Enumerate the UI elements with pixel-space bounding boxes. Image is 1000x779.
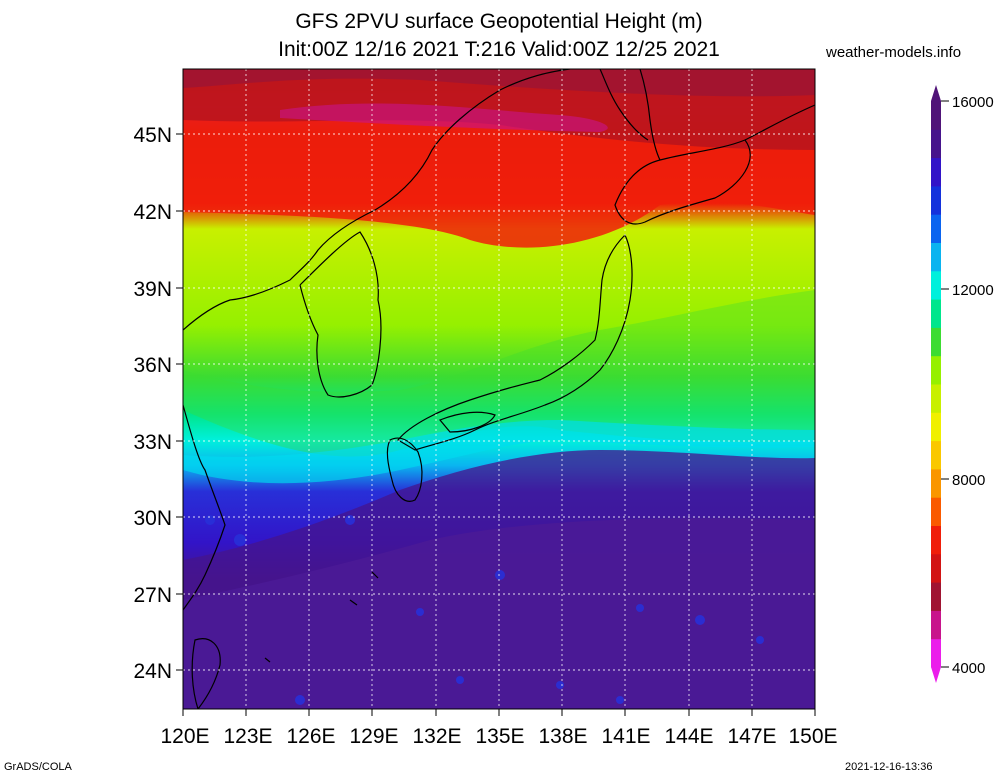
colorbar-swatch: [931, 214, 941, 243]
colorbar-swatch: [931, 270, 941, 300]
lon-label: 144E: [664, 725, 713, 748]
colorbar-label: 16000: [952, 94, 994, 111]
colorbar-labels: 16000 12000 8000 4000: [941, 94, 994, 677]
colorbar-swatch: [931, 157, 941, 187]
colorbar-swatch: [931, 101, 941, 130]
lon-label: 141E: [601, 725, 650, 748]
lat-label: 30N: [133, 507, 172, 530]
colorbar-label: 12000: [952, 282, 994, 299]
footer-left: GrADS/COLA: [4, 761, 72, 773]
lon-label: 120E: [160, 725, 209, 748]
lat-label: 24N: [133, 660, 172, 683]
footer-right: 2021-12-16-13:36: [845, 761, 933, 773]
lat-label: 33N: [133, 431, 172, 454]
lat-label: 42N: [133, 201, 172, 224]
colorbar-swatch: [931, 440, 941, 470]
colorbar-swatch: [931, 327, 941, 357]
lat-label: 36N: [133, 354, 172, 377]
lon-label: 126E: [286, 725, 335, 748]
longitude-labels: 120E 123E 126E 129E 132E 135E 138E 141E …: [160, 725, 837, 748]
latitude-labels: 45N 42N 39N 36N 33N 30N 27N 24N: [133, 124, 172, 683]
site-credit: weather-models.info: [826, 44, 962, 61]
colorbar-swatch: [931, 185, 941, 215]
lon-label: 123E: [223, 725, 272, 748]
colorbar-arrow-top: [931, 85, 941, 101]
colorbar-label: 4000: [952, 660, 985, 677]
colorbar-swatch: [931, 638, 941, 668]
lon-label: 129E: [349, 725, 398, 748]
lon-label: 138E: [538, 725, 587, 748]
lon-label: 147E: [727, 725, 776, 748]
colorbar-swatch: [931, 129, 941, 159]
axis-ticks: [176, 133, 816, 716]
colorbar-swatch: [931, 610, 941, 640]
colorbar-swatch: [931, 299, 941, 328]
lat-label: 27N: [133, 584, 172, 607]
colorbar-swatch: [931, 525, 941, 555]
colorbar-arrow-bottom: [931, 667, 941, 683]
colorbar-swatch: [931, 468, 941, 498]
lon-label: 135E: [475, 725, 524, 748]
title-line-1: GFS 2PVU surface Geopotential Height (m): [295, 10, 703, 33]
colorbar-swatch: [931, 553, 941, 583]
colorbar-swatch: [931, 412, 941, 442]
colorbar-swatch: [931, 355, 941, 385]
colorbar: [931, 85, 941, 683]
colorbar-swatch: [931, 582, 941, 611]
lat-label: 39N: [133, 278, 172, 301]
colorbar-label: 8000: [952, 472, 985, 489]
height-field: [183, 69, 815, 709]
colorbar-swatch: [931, 242, 941, 272]
title-line-2: Init:00Z 12/16 2021 T:216 Valid:00Z 12/2…: [278, 38, 720, 61]
lat-label: 45N: [133, 124, 172, 147]
lon-label: 132E: [412, 725, 461, 748]
colorbar-swatch: [931, 384, 941, 413]
lon-label: 150E: [788, 725, 837, 748]
coastlines: [183, 69, 815, 709]
colorbar-swatch: [931, 497, 941, 526]
graticule: [183, 69, 815, 709]
